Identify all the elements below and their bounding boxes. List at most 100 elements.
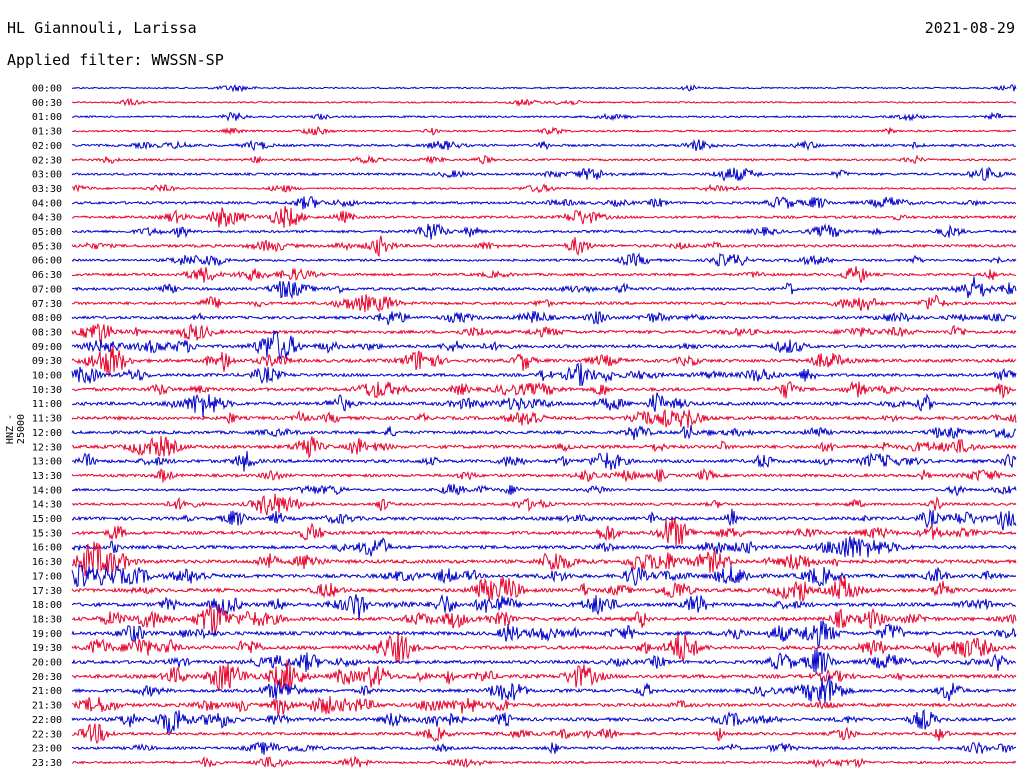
trace-line <box>71 311 1017 325</box>
row-label: 05:00 <box>32 227 62 238</box>
trace-line <box>71 541 1017 577</box>
row-label: 06:00 <box>32 256 62 267</box>
row-label: 23:30 <box>32 758 62 769</box>
trace-line <box>72 276 1017 300</box>
row-label: 18:00 <box>32 600 62 611</box>
row-label: 04:00 <box>32 198 62 209</box>
trace-line <box>71 392 1017 418</box>
row-label: 19:30 <box>32 643 62 654</box>
row-label: 21:30 <box>32 701 62 712</box>
trace-line <box>71 517 1017 547</box>
trace-line <box>71 294 1017 313</box>
trace-line <box>71 576 1017 603</box>
row-label: 01:00 <box>32 112 62 123</box>
trace-line <box>71 380 1017 400</box>
trace-line <box>71 536 1017 558</box>
row-label: 00:00 <box>32 84 62 95</box>
trace-line <box>71 648 1017 675</box>
row-label: 18:30 <box>32 614 62 625</box>
trace-line <box>71 346 1017 377</box>
row-label: 23:00 <box>32 744 62 755</box>
trace-line <box>71 675 1017 704</box>
row-label: 14:00 <box>32 485 62 496</box>
row-label: 13:30 <box>32 471 62 482</box>
trace-group <box>71 84 1017 769</box>
trace-line <box>71 424 1017 440</box>
row-label: 06:30 <box>32 270 62 281</box>
trace-line <box>71 593 1017 621</box>
row-label: 09:00 <box>32 342 62 353</box>
trace-line <box>71 166 1017 182</box>
row-label: 16:30 <box>32 557 62 568</box>
row-label: 03:30 <box>32 184 62 195</box>
row-label: 13:00 <box>32 457 62 468</box>
trace-line <box>71 659 1017 692</box>
row-label: 10:00 <box>32 371 62 382</box>
trace-line <box>71 620 1017 648</box>
row-label: 20:30 <box>32 672 62 683</box>
row-label: 11:00 <box>32 399 62 410</box>
trace-line <box>71 223 1017 240</box>
trace-line <box>71 183 1017 194</box>
trace-line <box>71 322 1017 344</box>
row-label: 08:00 <box>32 313 62 324</box>
row-label: 17:30 <box>32 586 62 597</box>
trace-line <box>71 723 1017 745</box>
trace-line <box>71 493 1017 516</box>
trace-line <box>71 709 1017 736</box>
row-label: 17:00 <box>32 571 62 582</box>
row-label: 07:30 <box>32 299 62 310</box>
row-label: 19:00 <box>32 629 62 640</box>
trace-line <box>71 362 1017 387</box>
row-label: 16:00 <box>32 543 62 554</box>
row-label: 22:00 <box>32 715 62 726</box>
row-label: 04:30 <box>32 213 62 224</box>
row-label: 08:30 <box>32 327 62 338</box>
trace-line <box>71 451 1017 472</box>
trace-line <box>71 252 1017 267</box>
row-label: 00:30 <box>32 98 62 109</box>
row-label: 14:30 <box>32 500 62 511</box>
row-label: 20:00 <box>32 658 62 669</box>
row-label: 21:00 <box>32 686 62 697</box>
row-label: 12:30 <box>32 442 62 453</box>
row-label: 22:30 <box>32 729 62 740</box>
row-label: 02:30 <box>32 155 62 166</box>
row-label: 15:30 <box>32 528 62 539</box>
trace-line <box>71 408 1017 428</box>
trace-line <box>71 741 1017 755</box>
trace-line <box>71 435 1017 459</box>
row-label: 11:30 <box>32 414 62 425</box>
trace-line <box>71 138 1017 152</box>
trace-line <box>71 562 1017 588</box>
trace-line <box>71 632 1017 664</box>
row-label: 12:00 <box>32 428 62 439</box>
row-label: 05:30 <box>32 241 62 252</box>
trace-line <box>71 206 1017 228</box>
record-date: 2021-08-29 <box>924 19 1015 37</box>
row-label-group: 00:00 00:30 01:00 01:30 02:00 02:30 03:00 03:30… <box>32 84 62 769</box>
trace-line <box>71 97 1017 108</box>
row-label: 15:00 <box>32 514 62 525</box>
trace-line <box>71 126 1017 136</box>
station-title: HL Giannouli, Larissa <box>7 19 197 37</box>
trace-line <box>71 604 1017 635</box>
trace-line <box>71 84 1017 93</box>
row-label: 01:30 <box>32 127 62 138</box>
row-label: 09:30 <box>32 356 62 367</box>
trace-line <box>71 154 1017 165</box>
trace-line <box>71 467 1017 483</box>
trace-line <box>71 755 1017 769</box>
trace-line <box>71 483 1017 497</box>
row-label: 10:30 <box>32 385 62 396</box>
trace-line <box>71 111 1017 122</box>
trace-line <box>71 695 1017 717</box>
row-label: 03:00 <box>32 170 62 181</box>
trace-line <box>71 196 1017 210</box>
row-label: 07:00 <box>32 284 62 295</box>
trace-line <box>71 508 1017 531</box>
filter-label: Applied filter: WWSSN-SP <box>7 51 224 69</box>
trace-line <box>71 329 1017 360</box>
trace-line <box>71 266 1017 283</box>
